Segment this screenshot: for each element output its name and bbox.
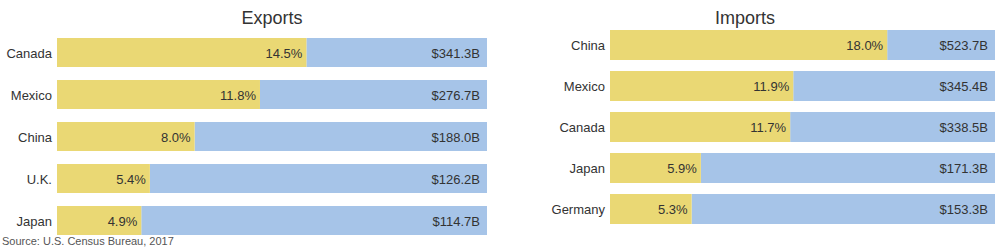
amount-label: $188.0B — [432, 130, 480, 145]
amount-label: $171.3B — [940, 161, 988, 176]
panel: Exports Canada 14.5% $341.3B Mexico 11.8% $276… — [6, 8, 487, 235]
share-bar — [57, 164, 150, 193]
category-label: U.K. — [27, 172, 52, 187]
share-bar — [57, 206, 141, 235]
category-label: China — [18, 130, 53, 145]
amount-label: $276.7B — [432, 88, 480, 103]
share-bar — [57, 38, 306, 67]
category-label: Japan — [570, 161, 605, 176]
amount-bar — [306, 38, 487, 67]
amount-bar — [692, 194, 995, 224]
share-label: 11.7% — [750, 120, 786, 135]
share-label: 5.9% — [667, 161, 697, 176]
chart-title: Imports — [715, 8, 775, 28]
amount-label: $126.2B — [432, 172, 480, 187]
share-label: 4.9% — [108, 214, 138, 229]
amount-bar — [701, 153, 995, 183]
share-bar — [610, 112, 790, 142]
amount-label: $341.3B — [432, 46, 480, 61]
share-label: 11.8% — [220, 88, 256, 103]
amount-bar — [150, 164, 487, 193]
amount-bar — [195, 122, 487, 151]
bar-group — [610, 30, 995, 224]
chart-title: Exports — [241, 8, 302, 28]
amount-bar — [141, 206, 487, 235]
amount-bar — [790, 112, 995, 142]
amount-bar — [793, 71, 995, 101]
share-label: 18.0% — [846, 38, 883, 53]
share-bar — [610, 71, 793, 101]
chart-canvas: Exports Canada 14.5% $341.3B Mexico 11.8% $276… — [0, 0, 1000, 250]
share-label: 11.9% — [753, 79, 789, 94]
share-bar — [610, 153, 701, 183]
amount-label: $338.5B — [940, 120, 988, 135]
category-label: Mexico — [564, 79, 605, 94]
category-label: China — [571, 38, 606, 53]
share-label: 14.5% — [266, 46, 303, 61]
panel: Imports China 18.0% $523.7B Mexico 11.9% $345.… — [552, 8, 995, 224]
bar-group — [57, 38, 487, 235]
share-label: 5.4% — [116, 172, 146, 187]
label-group: Canada 14.5% $341.3B Mexico 11.8% $276.7B Chin… — [6, 46, 480, 229]
amount-label: $523.7B — [940, 38, 988, 53]
category-label: Japan — [17, 214, 52, 229]
amount-bar — [260, 80, 487, 109]
share-bar — [57, 80, 260, 109]
category-label: Canada — [6, 46, 52, 61]
share-bar — [610, 30, 887, 60]
share-label: 8.0% — [161, 130, 191, 145]
amount-bar — [887, 30, 995, 60]
category-label: Canada — [559, 120, 605, 135]
label-group: China 18.0% $523.7B Mexico 11.9% $345.4B Canad… — [552, 38, 988, 217]
amount-label: $153.3B — [940, 202, 988, 217]
amount-label: $114.7B — [433, 214, 480, 229]
share-label: 5.3% — [658, 202, 688, 217]
amount-label: $345.4B — [940, 79, 988, 94]
share-bar — [610, 194, 692, 224]
category-label: Germany — [552, 202, 606, 217]
share-bar — [57, 122, 195, 151]
source-note: Source: U.S. Census Bureau, 2017 — [2, 235, 174, 247]
category-label: Mexico — [11, 88, 52, 103]
